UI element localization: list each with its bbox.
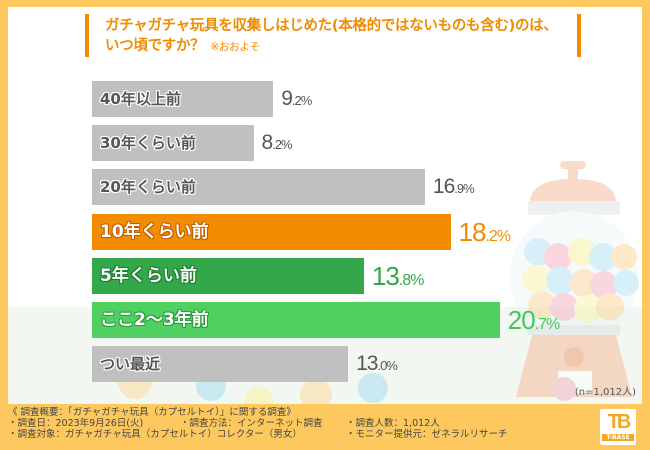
capsule-ball-decoration — [358, 373, 388, 403]
bar-category-label: 20年くらい前 — [100, 178, 196, 197]
bar-value-decimal: .9% — [454, 181, 474, 197]
capsule-ball-decoration — [244, 387, 274, 404]
bar: つい最近 — [92, 346, 349, 383]
bar-value-decimal: .2% — [291, 93, 312, 108]
bar-value-label: 9.2% — [281, 81, 312, 119]
survey-footer: 《 調査概要：「ガチャガチャ玩具（カプセルトイ）」に関する調査》 ・調査日：20… — [8, 407, 323, 440]
survey-count: ・調査人数：1,012人 — [346, 418, 440, 429]
survey-date: ・調査日：2023年9月26日(火) — [8, 418, 144, 429]
bar-value-label: 13.0% — [356, 346, 398, 384]
bar-category-label: 5年くらい前 — [100, 265, 197, 286]
bar-value-integer: 13 — [371, 260, 400, 291]
bar-value-decimal: .2% — [272, 137, 292, 153]
logo-mark: TB — [607, 411, 632, 433]
bar-value-label: 16.9% — [432, 169, 475, 207]
bar-category-label: 40年以上前 — [100, 90, 181, 108]
bar-value-decimal: .0% — [377, 358, 397, 374]
bar: 30年くらい前 — [92, 125, 254, 162]
t-base-logo: TB T-BASE — [600, 409, 636, 445]
bar-value-label: 8.2% — [261, 125, 293, 163]
chart-title-line2: いつ頃ですか？ ※おおよそ — [105, 36, 577, 57]
survey-method: ・調査方法：インターネット調査 — [180, 418, 323, 429]
bar: ここ2〜3年前 — [92, 302, 500, 338]
bar-category-label: ここ2〜3年前 — [100, 310, 209, 330]
survey-provider: ・モニター提供元：ゼネラルリサーチ — [346, 429, 508, 440]
bar-value-label: 18.2% — [459, 214, 511, 255]
chart-title-note: ※おおよそ — [210, 41, 260, 53]
bar-value-decimal: .2% — [485, 227, 511, 245]
sample-size-note: (n=1,012人) — [574, 387, 636, 398]
bar-value-integer: 20 — [507, 305, 536, 335]
bar: 5年くらい前 — [92, 257, 364, 294]
bar-category-label: 10年くらい前 — [100, 221, 209, 242]
logo-text: T-BASE — [602, 434, 634, 441]
chart-title-question: いつ頃ですか？ — [105, 38, 205, 54]
survey-date-line: ・調査日：2023年9月26日(火) ・調査方法：インターネット調査 — [8, 418, 323, 429]
chart-title-box: ガチャガチャ玩具を収集しはじめた(本格的ではないものも含む)のは、 いつ頃ですか… — [85, 14, 581, 57]
gumball-machine-illustration — [510, 161, 639, 401]
bar-value-integer: 13 — [356, 352, 378, 376]
bar: 20年くらい前 — [92, 169, 425, 206]
bar-value-label: 20.7% — [508, 302, 560, 343]
chart-panel: ガチャガチャ玩具を収集しはじめた(本格的ではないものも含む)のは、 いつ頃ですか… — [8, 7, 642, 404]
bar-value-integer: 18 — [458, 216, 487, 247]
bar-value-decimal: .7% — [534, 316, 561, 333]
bar: 40年以上前 — [92, 81, 274, 117]
chart-title-line1: ガチャガチャ玩具を収集しはじめた(本格的ではないものも含む)のは、 — [105, 18, 558, 34]
bar-category-label: つい最近 — [100, 355, 161, 374]
bar-value-integer: 9 — [281, 87, 293, 110]
bar: 10年くらい前 — [92, 213, 451, 250]
bar-value-integer: 8 — [261, 131, 274, 155]
survey-target: ・調査対象：ガチャガチャ玩具（カプセルトイ）コレクター（男女） — [8, 429, 302, 440]
bar-value-label: 13.8% — [372, 258, 424, 299]
survey-footer-right: ・調査人数：1,012人 ・モニター提供元：ゼネラルリサーチ — [346, 418, 508, 440]
survey-summary: 《 調査概要：「ガチャガチャ玩具（カプセルトイ）」に関する調査》 — [8, 407, 296, 418]
bar-value-integer: 16 — [432, 175, 455, 199]
capsule-ball-decoration — [300, 379, 332, 404]
bar-category-label: 30年くらい前 — [100, 134, 196, 153]
bar-value-decimal: .8% — [398, 271, 425, 289]
